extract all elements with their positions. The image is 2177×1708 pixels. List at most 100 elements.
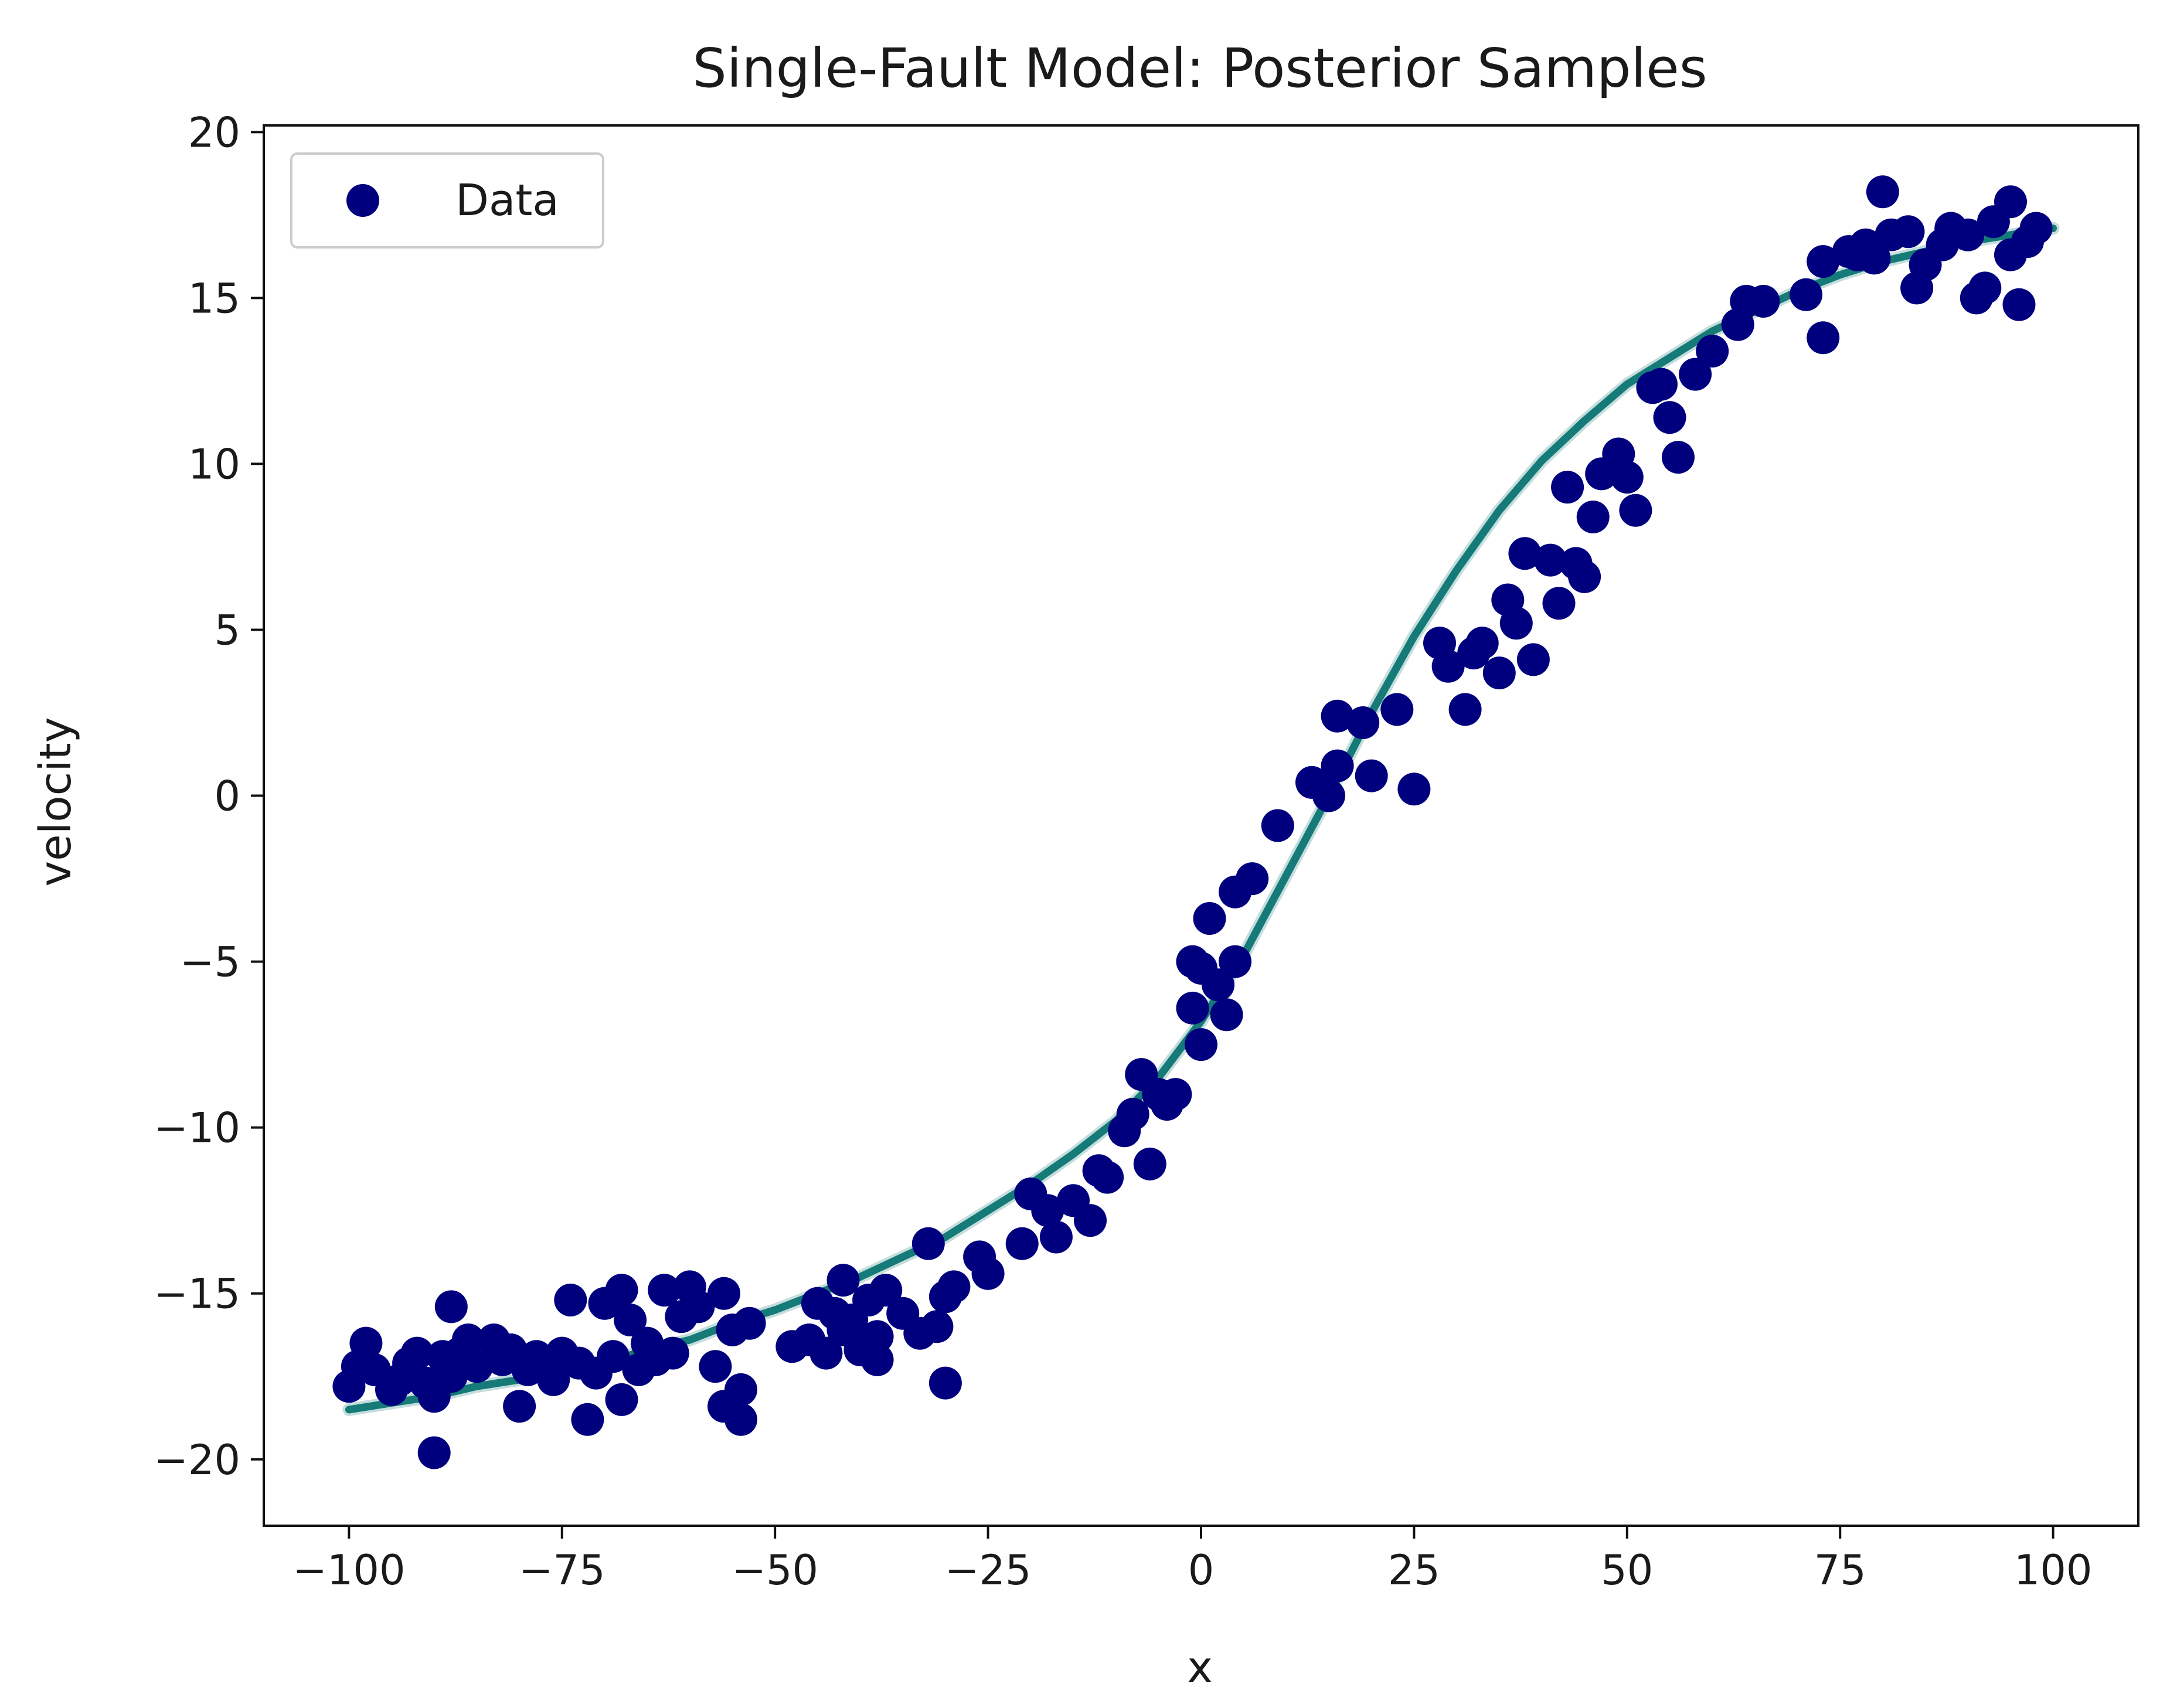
data-point xyxy=(1321,699,1354,733)
data-point xyxy=(1074,1204,1107,1237)
data-point xyxy=(860,1343,894,1376)
data-point xyxy=(971,1257,1005,1290)
data-point xyxy=(1994,185,2027,219)
data-point xyxy=(826,1264,860,1297)
x-tick-label: −100 xyxy=(292,1546,405,1594)
data-point xyxy=(1261,809,1294,842)
y-tick-label: −20 xyxy=(154,1436,240,1484)
legend-label-data: Data xyxy=(455,175,559,226)
x-tick-label: −25 xyxy=(945,1546,1032,1594)
data-point xyxy=(400,1336,434,1370)
data-point xyxy=(1790,278,1823,311)
data-point xyxy=(1116,1098,1149,1131)
data-point xyxy=(434,1290,468,1323)
data-point xyxy=(1133,1147,1166,1180)
data-point xyxy=(1321,749,1354,782)
data-point xyxy=(707,1277,740,1310)
data-point xyxy=(928,1366,962,1400)
data-point xyxy=(597,1340,630,1373)
data-point xyxy=(503,1390,536,1423)
x-tick-label: −75 xyxy=(519,1546,606,1594)
data-point xyxy=(1346,706,1380,739)
data-point xyxy=(1159,1078,1192,1111)
data-point xyxy=(1465,627,1499,660)
y-tick-label: 5 xyxy=(214,606,240,654)
data-point xyxy=(1568,560,1601,593)
data-point xyxy=(1482,656,1516,690)
data-point xyxy=(1312,779,1345,812)
data-point xyxy=(1807,245,1840,278)
data-point xyxy=(1039,1220,1073,1254)
data-point xyxy=(460,1350,494,1383)
data-point xyxy=(1534,543,1567,577)
y-axis-label: velocity xyxy=(30,717,81,886)
data-point xyxy=(1551,471,1584,504)
data-point xyxy=(1696,335,1729,368)
data-point xyxy=(614,1304,647,1336)
data-point xyxy=(1193,902,1226,935)
data-point xyxy=(1619,494,1652,527)
data-point xyxy=(1431,649,1465,683)
data-point xyxy=(417,1436,451,1469)
data-point xyxy=(860,1320,894,1353)
data-point xyxy=(1355,759,1388,792)
y-tick-label: −10 xyxy=(154,1104,240,1152)
data-point xyxy=(1202,968,1235,1002)
data-point xyxy=(1576,501,1610,533)
data-point xyxy=(605,1383,638,1416)
data-point xyxy=(1968,271,2002,305)
data-point xyxy=(1397,773,1431,806)
data-point xyxy=(1679,358,1712,391)
data-point xyxy=(1499,607,1533,640)
data-point xyxy=(554,1284,587,1316)
data-point xyxy=(1005,1227,1039,1260)
data-points-layer xyxy=(332,175,2053,1469)
data-point xyxy=(1807,321,1840,355)
legend: Data xyxy=(290,152,604,249)
data-point xyxy=(1858,241,1891,275)
data-point xyxy=(451,1323,485,1356)
data-point xyxy=(1653,401,1686,434)
data-point xyxy=(656,1336,689,1370)
data-point xyxy=(1185,1028,1217,1061)
x-tick-label: 100 xyxy=(2014,1546,2093,1594)
data-point xyxy=(1176,991,1209,1025)
data-point xyxy=(1236,862,1269,896)
data-point xyxy=(2019,212,2053,245)
data-point xyxy=(911,1227,945,1260)
data-point xyxy=(537,1363,570,1396)
data-point xyxy=(1516,643,1550,676)
x-tick-label: 75 xyxy=(1814,1546,1866,1594)
data-point xyxy=(1610,461,1644,494)
data-point xyxy=(571,1403,604,1436)
data-point xyxy=(1210,998,1243,1032)
data-point xyxy=(1219,945,1252,978)
data-point xyxy=(1508,537,1542,570)
x-tick-label: −50 xyxy=(732,1546,818,1594)
chart-title: Single-Fault Model: Posterior Samples xyxy=(692,37,1707,100)
data-point xyxy=(920,1310,954,1343)
data-point xyxy=(605,1274,638,1307)
data-point xyxy=(682,1290,715,1323)
plot-area-border xyxy=(263,124,2139,1527)
x-axis-label: x xyxy=(1187,1642,1213,1693)
data-point xyxy=(349,1326,383,1360)
data-point xyxy=(809,1336,843,1370)
data-point xyxy=(520,1340,553,1373)
y-tick-label: −5 xyxy=(180,938,240,986)
y-tick-label: 20 xyxy=(188,108,240,156)
data-point xyxy=(1747,285,1780,318)
legend-box xyxy=(290,152,604,249)
data-point xyxy=(724,1403,757,1436)
data-point xyxy=(1448,693,1482,726)
plot-frame xyxy=(263,124,2139,1527)
data-point xyxy=(1645,368,1678,401)
data-point xyxy=(648,1274,681,1307)
y-tick-label: 15 xyxy=(188,274,240,322)
data-point xyxy=(699,1350,732,1383)
data-point xyxy=(1951,218,1985,251)
x-tick-label: 25 xyxy=(1388,1546,1440,1594)
y-tick-label: 10 xyxy=(188,440,240,488)
